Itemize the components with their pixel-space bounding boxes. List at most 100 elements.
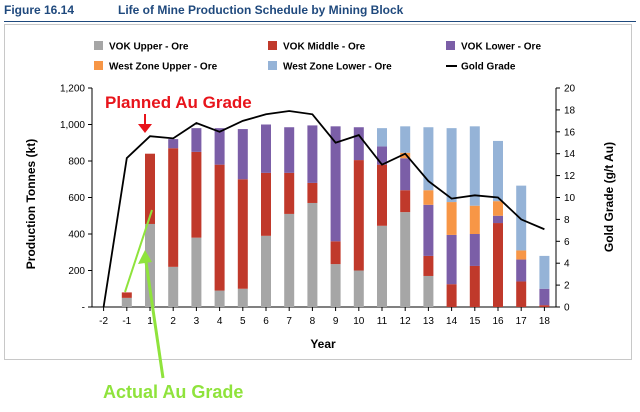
bar-segment <box>191 237 202 307</box>
legend-label: West Zone Upper - Ore <box>109 62 218 73</box>
y2-tick-label: 16 <box>564 127 576 138</box>
x-tick-label: -2 <box>99 316 108 327</box>
x-tick-label: 4 <box>217 316 223 327</box>
y-axis-right: 0 2 4 6 8 10 12 14 16 18 20 <box>555 84 576 314</box>
y-tick-label: 800 <box>68 157 85 168</box>
bar-segment <box>191 151 202 238</box>
bar-segment <box>446 284 457 307</box>
y2-tick-label: 12 <box>564 171 576 182</box>
x-tick-label: 14 <box>446 316 458 327</box>
bar-segment <box>400 152 411 159</box>
y2-tick-label: 6 <box>564 237 570 248</box>
y2-tick-label: 14 <box>564 149 576 160</box>
legend-swatch <box>446 41 455 50</box>
x-tick-label: 12 <box>400 316 412 327</box>
bars <box>121 124 550 307</box>
y-axis-left: - 200 400 600 800 1,000 1,200 <box>60 84 93 314</box>
bar-segment <box>516 259 527 282</box>
bar-segment <box>330 126 341 242</box>
header-rule <box>4 21 636 22</box>
y2-tick-label: 10 <box>564 193 576 204</box>
bar-segment <box>377 146 387 165</box>
figure-header: Figure 16.14 Life of Mine Production Sch… <box>0 0 640 24</box>
legend: VOK Upper - Ore VOK Middle - Ore VOK Lower… <box>94 41 541 73</box>
gold-grade-polyline <box>102 110 545 308</box>
bar-segment <box>237 129 248 180</box>
bar-segment <box>168 139 179 149</box>
bar-segment <box>353 160 364 271</box>
x-tick-label: 3 <box>194 316 200 327</box>
x-tick-label: 7 <box>286 316 292 327</box>
bar-segment <box>469 205 480 234</box>
bar-segment <box>493 201 503 216</box>
bar-segment <box>446 234 457 285</box>
y2-tick-label: 4 <box>564 259 570 270</box>
bar-segment <box>330 241 341 265</box>
chart-frame <box>4 24 632 360</box>
planned-arrow-head <box>138 124 152 133</box>
bar-segment <box>493 140 503 202</box>
bar-segment <box>516 250 527 260</box>
y-tick-label: - <box>82 303 85 314</box>
planned-grade-label: Planned Au Grade <box>105 93 252 112</box>
y2-tick-label: 2 <box>564 281 570 292</box>
bar-segment <box>261 124 271 173</box>
x-tick-label: 6 <box>263 316 269 327</box>
bar-segment <box>353 127 364 161</box>
bar-segment <box>516 281 527 307</box>
bar-segment <box>423 255 434 276</box>
legend-swatch <box>94 61 103 70</box>
y2-tick-label: 20 <box>564 84 576 95</box>
bar-segment <box>469 265 480 307</box>
bar-segment <box>307 182 318 203</box>
legend-label: VOK Middle - Ore <box>283 42 366 53</box>
bar-segment <box>423 127 434 191</box>
x-axis-title: Year <box>310 337 336 351</box>
actual-arrow-shaft <box>144 261 165 379</box>
y-tick-label: 200 <box>68 266 85 277</box>
bar-segment <box>145 153 155 224</box>
bar-segment <box>121 297 132 307</box>
bar-segment <box>307 202 318 307</box>
bar-segment <box>446 128 457 203</box>
x-tick-label: 18 <box>539 316 551 327</box>
bar-segment <box>516 185 527 251</box>
x-tick-label: 2 <box>170 316 176 327</box>
legend-label: VOK Lower - Ore <box>461 42 541 53</box>
legend-label: West Zone Lower - Ore <box>283 62 392 73</box>
bar-segment <box>330 264 341 307</box>
annotations: Planned Au Grade Actual Au Grade <box>103 93 252 402</box>
x-tick-label: 1 <box>147 316 153 327</box>
legend-swatch <box>268 41 277 50</box>
bar-segment <box>539 255 550 289</box>
bar-segment <box>539 305 550 307</box>
x-tick-label: 16 <box>492 316 504 327</box>
actual-grade-line <box>124 209 153 293</box>
legend-label: Gold Grade <box>461 62 516 73</box>
bar-segment <box>423 275 434 307</box>
actual-arrow-head <box>138 250 152 264</box>
bar-segment <box>539 288 550 306</box>
bar-segment <box>400 158 411 191</box>
y-tick-label: 1,200 <box>60 84 85 95</box>
bar-segment <box>284 172 295 214</box>
bar-segment <box>493 223 503 307</box>
y2-tick-label: 0 <box>564 303 570 314</box>
bar-segment <box>377 164 387 226</box>
y2-tick-label: 18 <box>564 105 576 116</box>
y2-tick-label: 8 <box>564 215 570 226</box>
x-tick-label: 13 <box>423 316 435 327</box>
bar-segment <box>400 190 411 213</box>
bar-segment <box>237 179 248 289</box>
legend-swatch <box>268 61 277 70</box>
x-tick-label: -1 <box>122 316 131 327</box>
legend-swatch <box>94 41 103 50</box>
bar-segment <box>377 128 387 147</box>
legend-label: VOK Upper - Ore <box>109 42 189 53</box>
bar-segment <box>493 215 503 224</box>
bar-segment <box>353 270 364 307</box>
bar-segment <box>469 126 480 206</box>
bar-segment <box>121 292 132 298</box>
y-tick-label: 400 <box>68 230 85 241</box>
